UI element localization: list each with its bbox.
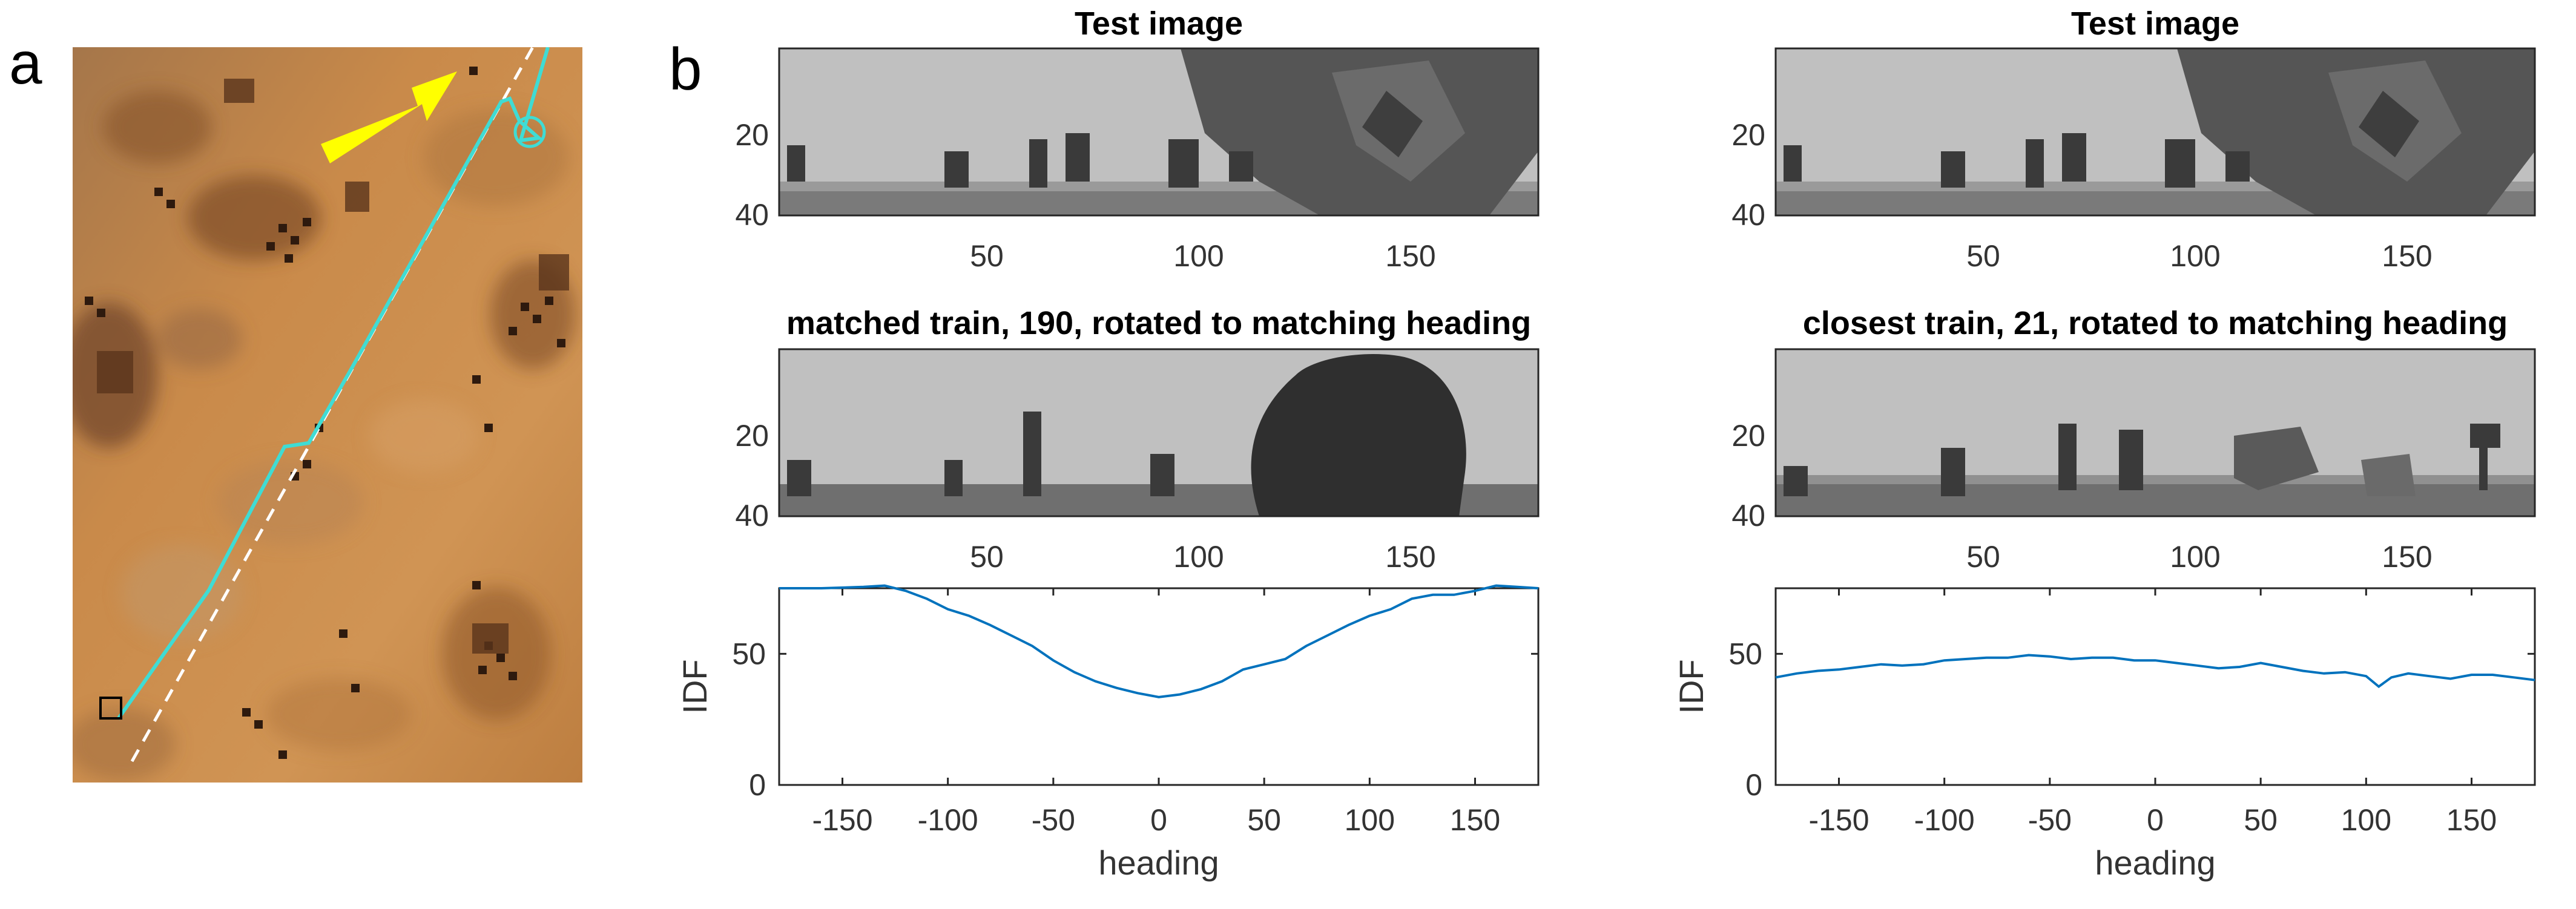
x-tick-label: 50 <box>1247 803 1281 837</box>
x-axis-label: heading <box>2095 844 2215 882</box>
x-tick-label: -50 <box>2028 803 2072 837</box>
x-tick-label: -100 <box>1914 803 1975 837</box>
x-tick-label: 0 <box>1150 803 1167 837</box>
x-tick: 150 <box>2382 239 2432 273</box>
y-tick: 40 <box>735 198 769 232</box>
panel-title: matched train, 190, rotated to matching … <box>786 305 1531 341</box>
panel-label-a: a <box>9 30 42 96</box>
x-tick-label: 150 <box>2446 803 2497 837</box>
image-panel-test-right: Test image 20 40 50 100 150 <box>1731 5 2536 273</box>
x-tick: 100 <box>2170 540 2220 574</box>
x-tick-label: -150 <box>812 803 872 837</box>
idf-chart-matched: -150 -100 -50 0 50 100 150 0 50 heading IDF <box>676 584 1540 882</box>
panel-label-b: b <box>669 36 702 102</box>
panorama-image <box>779 48 1538 215</box>
x-tick: 150 <box>2382 540 2432 574</box>
y-tick: 40 <box>1731 499 1765 533</box>
y-axis-label: IDF <box>1672 659 1710 714</box>
panorama-image <box>1776 48 2535 215</box>
y-tick: 40 <box>735 499 769 533</box>
x-tick: 150 <box>1385 239 1435 273</box>
map-panel <box>73 47 582 783</box>
panel-title: Test image <box>1075 5 1243 42</box>
x-tick: 50 <box>1966 239 2000 273</box>
image-panel-matched-train: matched train, 190, rotated to matching … <box>735 305 1540 574</box>
travelled-route <box>116 47 550 720</box>
panorama-image <box>779 349 1538 516</box>
panel-title: closest train, 21, rotated to matching h… <box>1803 305 2508 341</box>
x-tick: 100 <box>1173 239 1224 273</box>
x-axis-label: heading <box>1098 844 1219 882</box>
y-tick: 40 <box>1731 198 1765 232</box>
idf-chart-closest: -150 -100 -50 0 50 100 150 0 50 heading IDF <box>1672 587 2536 882</box>
y-tick-label: 0 <box>1745 768 1762 802</box>
x-tick: 100 <box>2170 239 2220 273</box>
x-tick-label: 150 <box>1450 803 1500 837</box>
x-tick: 150 <box>1385 540 1435 574</box>
x-tick-label: 0 <box>2147 803 2164 837</box>
y-tick-label: 0 <box>749 768 766 802</box>
x-tick: 100 <box>1173 540 1224 574</box>
y-tick-label: 50 <box>1728 637 1762 671</box>
x-tick-label: 100 <box>2341 803 2391 837</box>
y-tick: 20 <box>735 419 769 453</box>
y-tick: 20 <box>735 118 769 152</box>
image-panel-closest-train: closest train, 21, rotated to matching h… <box>1731 305 2536 574</box>
y-tick: 20 <box>1731 419 1765 453</box>
idf-series-line <box>779 584 1539 698</box>
x-tick-label: -150 <box>1808 803 1869 837</box>
x-tick: 50 <box>970 239 1004 273</box>
image-panel-test-left: Test image 20 40 50 100 150 <box>735 5 1540 273</box>
terrain-image <box>73 47 582 783</box>
arrow-icon <box>321 71 457 163</box>
y-tick-label: 50 <box>732 637 766 671</box>
goal-circle <box>513 116 546 148</box>
start-square <box>99 697 122 720</box>
x-tick: 50 <box>1966 540 2000 574</box>
x-tick-label: 100 <box>1345 803 1395 837</box>
x-tick: 50 <box>970 540 1004 574</box>
x-tick-label: 50 <box>2244 803 2278 837</box>
idf-series-line <box>1775 654 2535 689</box>
plot-frame <box>778 587 1540 786</box>
panel-title: Test image <box>2071 5 2239 42</box>
panorama-image <box>1776 349 2535 516</box>
y-axis-label: IDF <box>676 659 714 714</box>
x-tick-label: -100 <box>918 803 978 837</box>
plot-frame <box>1774 587 2536 786</box>
y-tick: 20 <box>1731 118 1765 152</box>
x-tick-label: -50 <box>1032 803 1075 837</box>
